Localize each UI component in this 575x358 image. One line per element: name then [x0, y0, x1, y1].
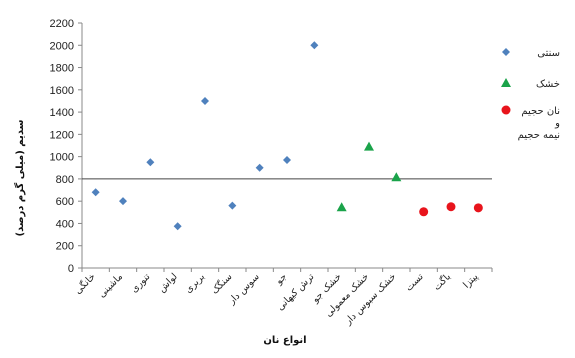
y-axis: 0 200 400 600 800 1000 1200 1400 1600 1800 2000 220… — [50, 18, 83, 275]
x-category-label: باگت — [431, 271, 453, 293]
x-axis-title: انواع نان — [263, 335, 306, 346]
data-point-series-3 — [419, 207, 429, 217]
x-category-label: جو — [273, 271, 289, 287]
data-point-series-1 — [201, 96, 209, 105]
y-tick-label: 600 — [56, 196, 74, 208]
x-category-label: تنوری — [129, 271, 153, 295]
legend-label: و — [554, 118, 560, 129]
y-tick-label: 1400 — [50, 107, 74, 119]
data-point-series-1 — [255, 163, 264, 172]
y-tick-label: 2200 — [50, 18, 74, 30]
y-tick-label: 1200 — [50, 129, 74, 141]
x-category-label: تست — [404, 271, 426, 293]
data-point-series-1 — [119, 197, 127, 206]
y-tick-label: 200 — [56, 241, 74, 253]
legend-label: نیمه حجیم — [518, 130, 560, 141]
legend-label: خشک — [536, 79, 560, 90]
data-point-series-1 — [173, 222, 182, 231]
data-point-series-1 — [91, 188, 100, 197]
x-category-label: بربری — [183, 271, 207, 295]
y-axis-title: سدیم (میلی گرم درصد) — [13, 119, 26, 236]
data-point-series-1 — [228, 201, 237, 210]
data-point-series-3 — [473, 203, 483, 213]
legend-marker-series-1 — [502, 48, 510, 56]
legend-label: سنتی — [537, 48, 560, 59]
x-category-label: لواش — [156, 271, 179, 294]
x-axis — [81, 267, 493, 272]
legend-marker-series-3 — [501, 105, 511, 115]
data-point-series-2 — [391, 172, 402, 182]
data-point-series-3 — [446, 202, 456, 212]
y-tick-label: 400 — [56, 218, 74, 230]
y-tick-label: 0 — [68, 263, 74, 275]
data-point-series-1 — [310, 41, 319, 50]
y-tick-label: 1600 — [50, 85, 74, 97]
x-category-label: پیتزا — [461, 271, 481, 291]
x-category-label: سنگک — [209, 271, 235, 297]
legend-marker-series-2 — [501, 78, 511, 87]
x-category-label: خانگی — [72, 271, 98, 297]
data-point-series-1 — [146, 158, 155, 167]
y-tick-label: 2000 — [50, 40, 74, 52]
data-point-series-1 — [283, 155, 291, 164]
data-points — [91, 41, 483, 231]
x-category-label: ماشینی — [96, 271, 125, 300]
y-tick-label: 1800 — [50, 63, 74, 75]
data-point-series-2 — [336, 202, 347, 212]
y-tick-label: 1000 — [50, 152, 74, 164]
legend-label: نان حجیم — [521, 106, 560, 117]
y-tick-label: 800 — [56, 174, 74, 186]
data-point-series-2 — [364, 141, 374, 151]
